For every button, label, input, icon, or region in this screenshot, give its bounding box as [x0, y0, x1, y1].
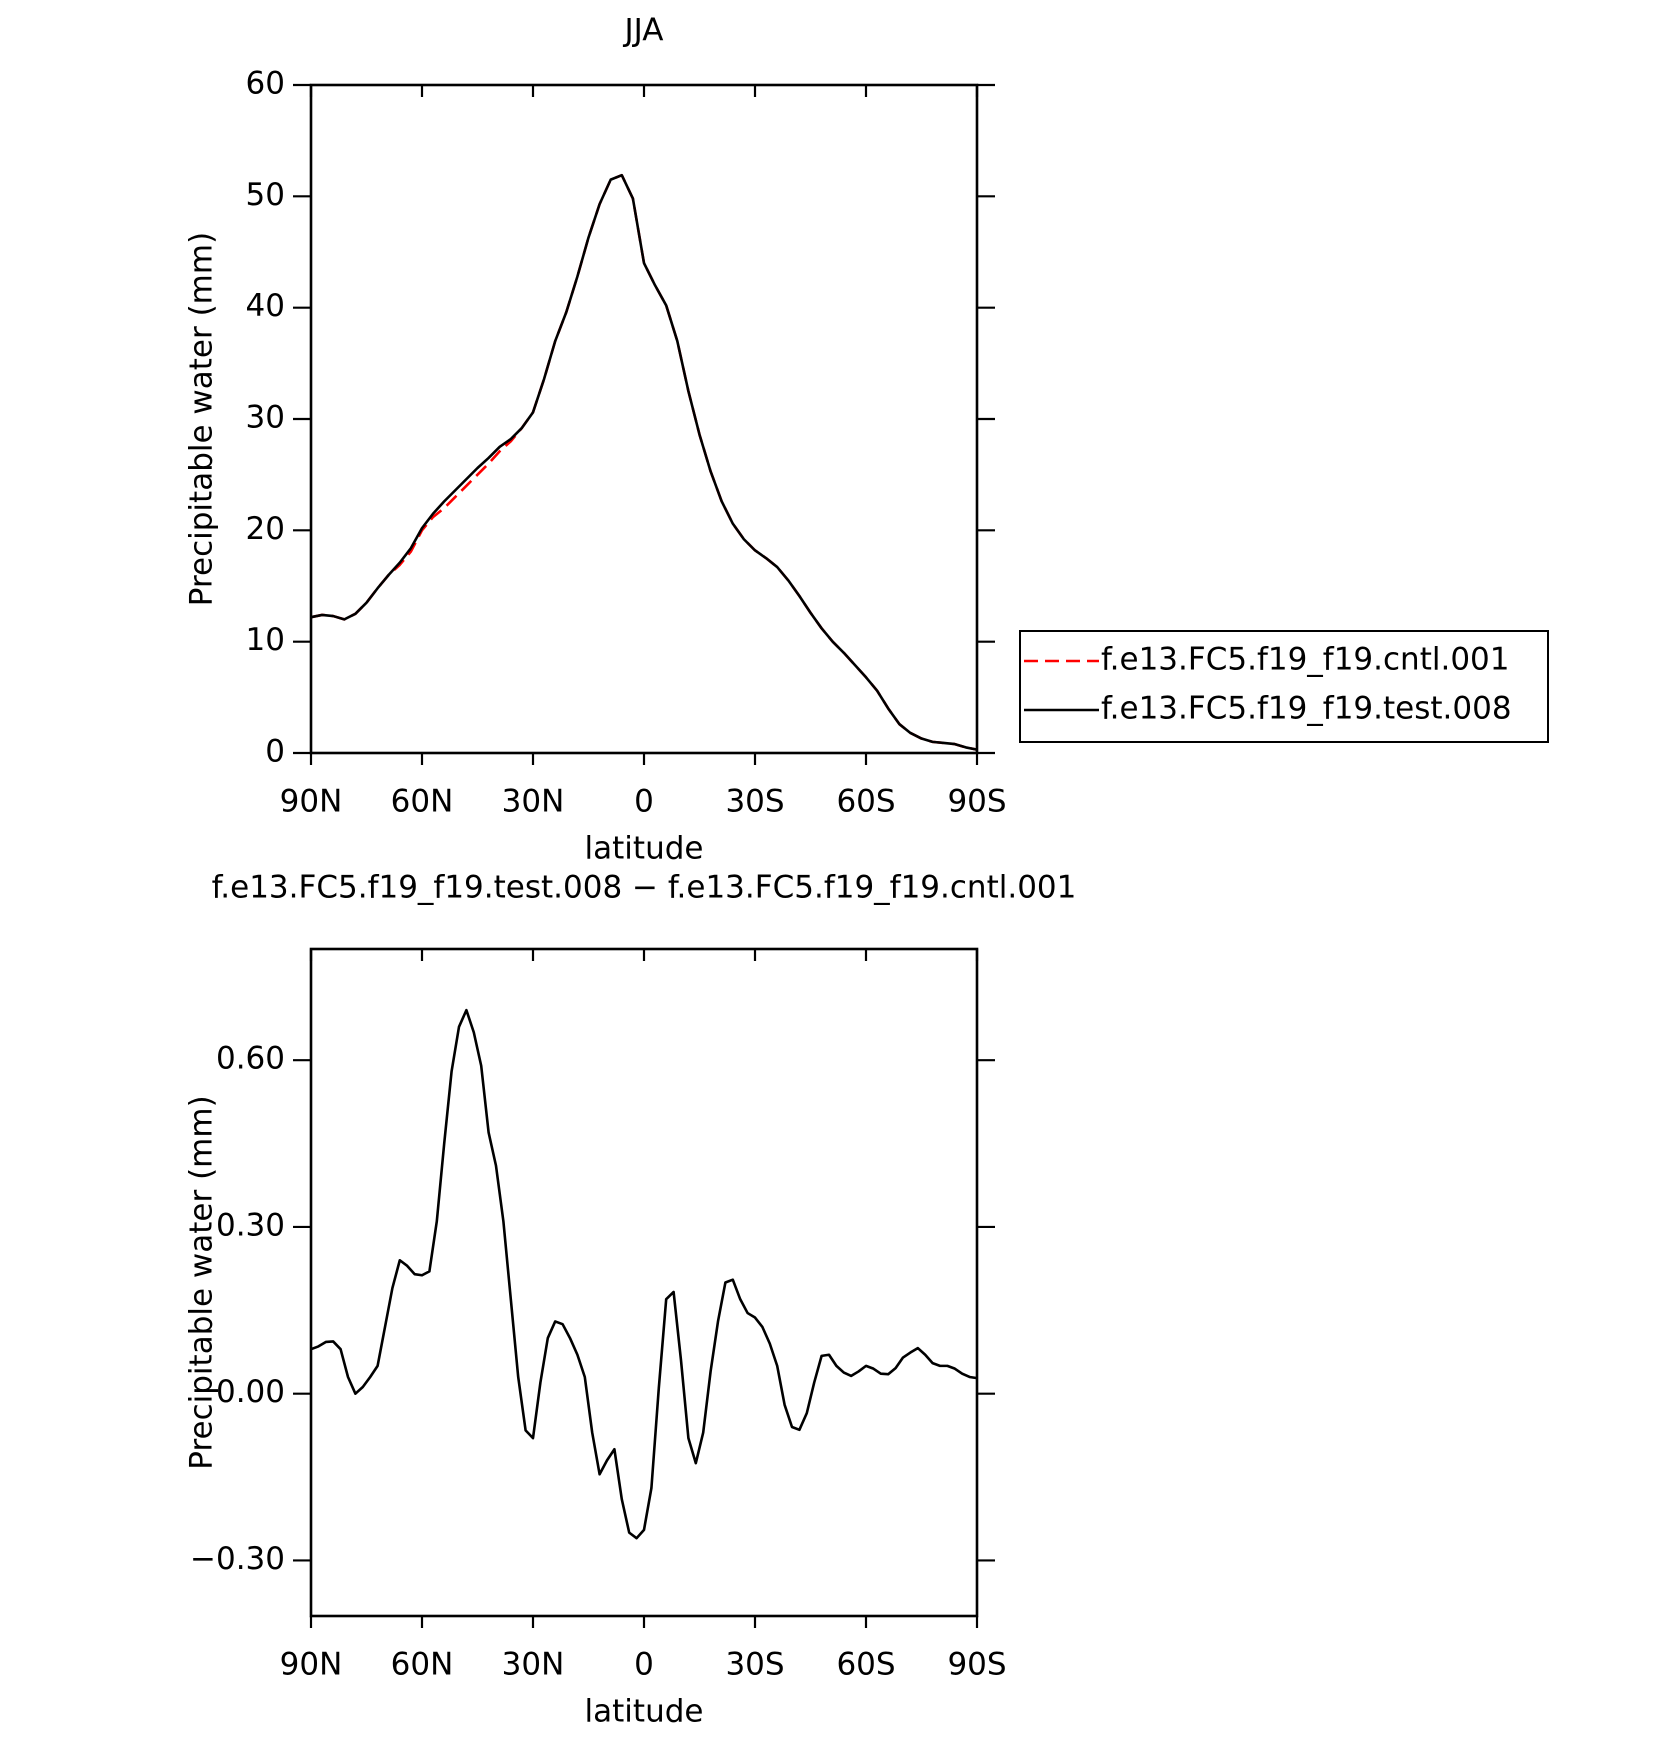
y-tick-label: 0: [265, 734, 285, 770]
y-tick-label: 20: [246, 511, 285, 547]
y-tick-label: 0.00: [216, 1374, 285, 1410]
chart-title: JJA: [623, 13, 664, 49]
y-tick-label: 40: [246, 288, 285, 324]
x-tick-label: 60S: [836, 1647, 895, 1683]
y-tick-label: 50: [246, 177, 285, 213]
y-axis-label: Precipitable water (mm): [184, 232, 220, 606]
x-tick-label: 60N: [391, 1647, 454, 1683]
y-axis-label: Precipitable water (mm): [184, 1095, 220, 1469]
y-tick-label: 0.30: [216, 1207, 285, 1243]
y-tick-label: 60: [246, 66, 285, 102]
x-tick-label: 90S: [947, 784, 1006, 820]
x-tick-label: 30N: [502, 1647, 565, 1683]
x-tick-label: 90S: [947, 1647, 1006, 1683]
x-tick-label: 0: [634, 1647, 654, 1683]
x-tick-label: 30S: [725, 1647, 784, 1683]
x-tick-label: 0: [634, 784, 654, 820]
x-tick-label: 30S: [725, 784, 784, 820]
plot-frame: [309, 83, 979, 755]
legend-label: f.e13.FC5.f19_f19.cntl.001: [1101, 642, 1510, 678]
legend-label: f.e13.FC5.f19_f19.test.008: [1101, 691, 1512, 727]
x-tick-label: 60N: [391, 784, 454, 820]
x-tick-label: 90N: [280, 784, 343, 820]
x-tick-label: 30N: [502, 784, 565, 820]
data-line: [310, 173, 978, 751]
y-tick-label: −0.30: [190, 1541, 285, 1577]
x-axis-label: latitude: [585, 831, 704, 867]
x-tick-label: 60S: [836, 784, 895, 820]
plot-frame: [309, 947, 979, 1618]
legend-box: [1019, 630, 1549, 743]
data-line: [310, 1008, 978, 1540]
chart-title: f.e13.FC5.f19_f19.test.008 − f.e13.FC5.f…: [212, 870, 1077, 906]
y-tick-label: 0.60: [216, 1041, 285, 1077]
y-tick-label: 10: [246, 622, 285, 658]
y-tick-label: 30: [246, 400, 285, 436]
x-axis-label: latitude: [585, 1694, 704, 1730]
x-tick-label: 90N: [280, 1647, 343, 1683]
